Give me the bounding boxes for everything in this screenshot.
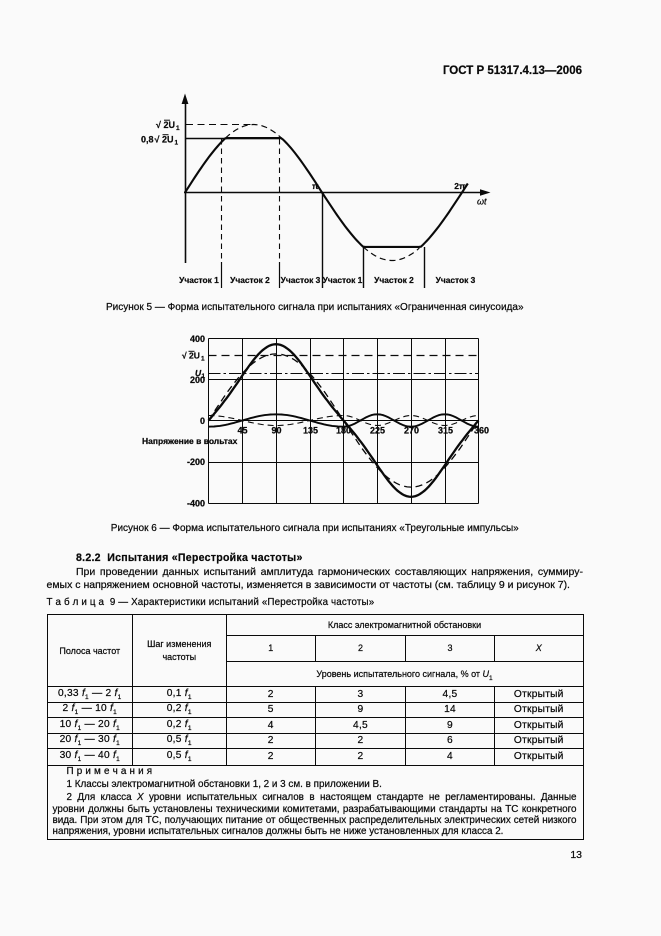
svg-text:-400: -400 [187, 498, 205, 508]
svg-text:2U: 2U [162, 135, 174, 145]
svg-text:2U: 2U [189, 351, 200, 361]
svg-text:-200: -200 [187, 457, 205, 467]
svg-text:180: 180 [336, 426, 351, 436]
svg-text:1: 1 [202, 373, 206, 380]
svg-text:2U: 2U [164, 120, 176, 130]
svg-text:200: 200 [190, 375, 205, 385]
svg-text:√: √ [155, 135, 160, 145]
svg-text:0,8: 0,8 [141, 135, 154, 145]
svg-text:Участок 3: Участок 3 [281, 275, 321, 285]
svg-text:0: 0 [200, 416, 205, 426]
svg-text:400: 400 [190, 334, 205, 344]
svg-text:1: 1 [201, 356, 205, 363]
svg-text:Напряжение в вольтах: Напряжение в вольтах [142, 436, 238, 446]
svg-text:315: 315 [438, 426, 453, 436]
svg-text:√: √ [182, 351, 187, 361]
svg-text:Участок 2: Участок 2 [230, 275, 270, 285]
svg-text:Участок 3: Участок 3 [436, 275, 476, 285]
svg-text:360: 360 [474, 426, 489, 436]
svg-text:√: √ [156, 120, 161, 130]
svg-text:45: 45 [237, 426, 247, 436]
svg-text:225: 225 [370, 426, 385, 436]
svg-text:π: π [312, 181, 319, 191]
svg-text:1: 1 [176, 125, 180, 132]
svg-text:1: 1 [175, 140, 179, 147]
svg-text:90: 90 [271, 426, 281, 436]
svg-text:Участок 1: Участок 1 [323, 275, 363, 285]
svg-text:135: 135 [303, 426, 318, 436]
svg-text:270: 270 [404, 426, 419, 436]
svg-text:Участок 2: Участок 2 [374, 275, 414, 285]
svg-text:ωt: ωt [477, 197, 487, 207]
svg-text:U: U [195, 368, 202, 378]
svg-text:2π: 2π [454, 181, 466, 191]
svg-text:Участок 1: Участок 1 [179, 275, 219, 285]
